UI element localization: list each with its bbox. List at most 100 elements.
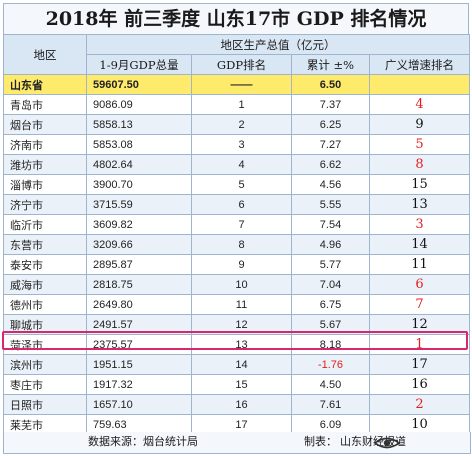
gdp-cell: 2818.75 (86, 274, 192, 295)
region-cell: 聊城市 (3, 314, 87, 335)
region-cell: 潍坊市 (3, 154, 87, 175)
growth-rank-cell: 15 (369, 174, 470, 195)
growth-rank-cell: 17 (369, 354, 470, 375)
gdp-cell: 3209.66 (86, 234, 192, 255)
growth-rank-cell: 9 (369, 114, 470, 135)
growth-cell: 5.67 (291, 314, 370, 335)
growth-cell: 5.55 (291, 194, 370, 215)
gdp-rank-cell: 6 (191, 194, 292, 215)
region-cell: 日照市 (3, 394, 87, 415)
gdp-rank-cell: 12 (191, 314, 292, 335)
table-row: 青岛市 9086.09 1 7.37 4 (3, 94, 470, 115)
gdp-rank-cell: 8 (191, 234, 292, 255)
region-cell: 临沂市 (3, 214, 87, 235)
region-cell: 东营市 (3, 234, 87, 255)
region-cell: 滨州市 (3, 354, 87, 375)
header-group: 地区生产总值（亿元） (86, 34, 470, 55)
gdp-rank-cell: 3 (191, 134, 292, 155)
region-cell: 枣庄市 (3, 374, 87, 395)
gdp-cell: 2649.80 (86, 294, 192, 315)
gdp-cell: 2375.57 (86, 334, 192, 355)
region-cell: 威海市 (3, 274, 87, 295)
header-region: 地区 (3, 34, 87, 75)
table-row: 烟台市 5858.13 2 6.25 9 (3, 114, 470, 135)
table-row: 聊城市 2491.57 12 5.67 12 (3, 314, 470, 335)
growth-rank-cell: 1 (369, 334, 470, 355)
growth-cell: -1.76 (291, 354, 370, 375)
eye-logo-icon (374, 437, 400, 449)
growth-cell: 4.56 (291, 174, 370, 195)
growth-cell: 8.18 (291, 334, 370, 355)
header-row-1: 地区 地区生产总值（亿元） (3, 34, 470, 75)
province-region: 山东省 (3, 74, 87, 95)
gdp-cell: 3900.70 (86, 174, 192, 195)
province-gdp: 59607.50 (86, 74, 192, 95)
gdp-ranking-sheet: 2018年 前三季度 山东17市 GDP 排名情况 地区 地区生产总值（亿元） … (3, 3, 470, 453)
growth-cell: 4.50 (291, 374, 370, 395)
growth-cell: 7.27 (291, 134, 370, 155)
header-gdp-rank: GDP排名 (191, 54, 292, 75)
table-row: 德州市 2649.80 11 6.75 7 (3, 294, 470, 315)
growth-cell: 6.75 (291, 294, 370, 315)
table-row: 淄博市 3900.70 5 4.56 15 (3, 174, 470, 195)
footer: 数据来源：烟台统计局 制表： 山东财经报道 (3, 432, 471, 454)
gdp-rank-cell: 9 (191, 254, 292, 275)
header-growth-rank: 广义增速排名 (369, 54, 470, 75)
region-cell: 淄博市 (3, 174, 87, 195)
table-row: 日照市 1657.10 16 7.61 2 (3, 394, 470, 415)
growth-rank-cell: 6 (369, 274, 470, 295)
region-cell: 青岛市 (3, 94, 87, 115)
growth-cell: 6.25 (291, 114, 370, 135)
header-growth: 累计 ±% (291, 54, 370, 75)
gdp-table: 地区 地区生产总值（亿元） 1-9月GDP总量 GDP排名 累计 ±% 广义增速… (3, 34, 470, 435)
growth-cell: 6.62 (291, 154, 370, 175)
gdp-cell: 2895.87 (86, 254, 192, 275)
gdp-cell: 3715.59 (86, 194, 192, 215)
region-cell: 济宁市 (3, 194, 87, 215)
growth-cell: 7.61 (291, 394, 370, 415)
growth-rank-cell: 5 (369, 134, 470, 155)
table-row: 临沂市 3609.82 7 7.54 3 (3, 214, 470, 235)
growth-cell: 4.96 (291, 234, 370, 255)
gdp-rank-cell: 1 (191, 94, 292, 115)
growth-rank-cell: 11 (369, 254, 470, 275)
gdp-cell: 4802.64 (86, 154, 192, 175)
growth-rank-cell: 13 (369, 194, 470, 215)
growth-cell: 7.04 (291, 274, 370, 295)
sheet-title: 2018年 前三季度 山东17市 GDP 排名情况 (3, 3, 469, 34)
growth-cell: 5.77 (291, 254, 370, 275)
growth-cell: 7.54 (291, 214, 370, 235)
province-growth: 6.50 (291, 74, 370, 95)
table-row: 枣庄市 1917.32 15 4.50 16 (3, 374, 470, 395)
growth-rank-cell: 2 (369, 394, 470, 415)
table-row: 济南市 5853.08 3 7.27 5 (3, 134, 470, 155)
gdp-rank-cell: 11 (191, 294, 292, 315)
region-cell: 菏泽市 (3, 334, 87, 355)
region-cell: 烟台市 (3, 114, 87, 135)
gdp-cell: 1951.15 (86, 354, 192, 375)
gdp-rank-cell: 13 (191, 334, 292, 355)
growth-rank-cell: 3 (369, 214, 470, 235)
province-rank: —— (191, 74, 292, 95)
gdp-rank-cell: 7 (191, 214, 292, 235)
table-row: 潍坊市 4802.64 4 6.62 8 (3, 154, 470, 175)
province-growth-rank (369, 74, 470, 95)
gdp-rank-cell: 15 (191, 374, 292, 395)
region-cell: 济南市 (3, 134, 87, 155)
growth-rank-cell: 7 (369, 294, 470, 315)
gdp-cell: 3609.82 (86, 214, 192, 235)
growth-rank-cell: 12 (369, 314, 470, 335)
growth-rank-cell: 8 (369, 154, 470, 175)
gdp-rank-cell: 4 (191, 154, 292, 175)
province-row: 山东省 59607.50 —— 6.50 (3, 74, 470, 95)
table-row: 菏泽市 2375.57 13 8.18 1 (3, 334, 470, 355)
table-row: 威海市 2818.75 10 7.04 6 (3, 274, 470, 295)
footer-source: 数据来源：烟台统计局 (88, 436, 198, 448)
gdp-rank-cell: 14 (191, 354, 292, 375)
region-cell: 泰安市 (3, 254, 87, 275)
header-gdp-total: 1-9月GDP总量 (86, 54, 192, 75)
gdp-rank-cell: 16 (191, 394, 292, 415)
gdp-rank-cell: 10 (191, 274, 292, 295)
gdp-cell: 5858.13 (86, 114, 192, 135)
growth-rank-cell: 14 (369, 234, 470, 255)
